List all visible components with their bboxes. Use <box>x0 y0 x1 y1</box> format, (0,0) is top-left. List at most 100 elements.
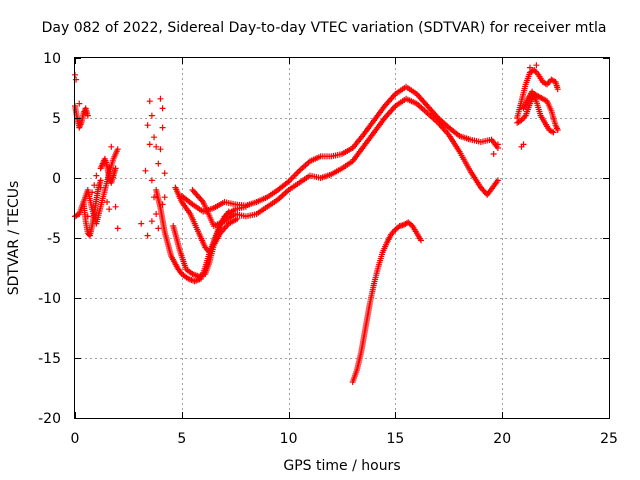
data-point-fill <box>493 179 500 185</box>
data-point-fill <box>88 224 95 231</box>
x-tick-label: 10 <box>280 431 298 447</box>
data-point-fill <box>101 189 108 196</box>
data-point-fill <box>315 154 322 161</box>
data-point-fill <box>522 83 529 90</box>
data-point <box>144 232 151 239</box>
data-point <box>97 184 104 191</box>
data-point-fill <box>542 80 549 87</box>
data-point <box>533 62 540 69</box>
data-point-fill <box>109 157 116 164</box>
data-point-fill <box>554 84 561 91</box>
axis-ticks <box>75 58 610 419</box>
plot-frame <box>74 57 610 419</box>
y-tick-label: 0 <box>52 171 61 187</box>
data-point <box>151 194 158 201</box>
data-point-fill <box>476 182 483 189</box>
data-point-fill <box>97 205 104 212</box>
data-point-fill <box>232 216 239 223</box>
data-point <box>159 105 166 112</box>
y-axis-label: SDTVAR / TECUs <box>6 181 22 296</box>
data-point-fill <box>337 166 344 173</box>
data-point-fill <box>387 233 394 240</box>
data-point <box>159 201 166 208</box>
data-point-fill <box>347 146 354 152</box>
data-point-fill <box>540 118 547 124</box>
data-point-fill <box>177 269 184 276</box>
data-point-fill <box>422 108 429 115</box>
data-point-fill <box>374 265 381 272</box>
data-point-fill <box>466 165 473 172</box>
data-point <box>84 213 91 220</box>
x-tick-label: 0 <box>71 431 80 447</box>
data-point-fill <box>284 179 291 186</box>
data-point <box>91 182 98 189</box>
data-point-fill <box>380 104 387 111</box>
data-point-fill <box>362 327 369 333</box>
data-point <box>112 203 119 210</box>
data-point <box>76 100 83 107</box>
data-point-fill <box>224 222 231 229</box>
data-point <box>159 124 166 131</box>
data-point-fill <box>294 181 301 187</box>
data-point-fill <box>201 242 208 249</box>
data-point-fill <box>183 274 190 281</box>
data-point-fill <box>359 145 366 152</box>
data-point-fill <box>90 213 97 219</box>
data-point-fill <box>99 162 106 169</box>
data-point <box>155 225 162 232</box>
data-point-fill <box>262 205 269 211</box>
data-point <box>157 95 164 102</box>
data-point-fill <box>486 137 493 144</box>
data-point <box>108 143 115 150</box>
data-point-fill <box>84 110 91 117</box>
data-point-fill <box>366 303 373 309</box>
y-tick-label: 10 <box>43 51 61 67</box>
data-point <box>490 151 497 157</box>
data-point-fill <box>262 195 269 201</box>
data-point-fill <box>357 351 364 357</box>
data-point-fill <box>411 89 418 96</box>
data-point-fill <box>230 207 237 214</box>
data-point-fill <box>370 282 377 289</box>
data-point-fill <box>105 173 112 179</box>
data-point-fill <box>251 199 258 206</box>
data-point <box>153 143 160 150</box>
data-point-fill <box>186 209 193 216</box>
data-point-fill <box>336 151 343 158</box>
data-point <box>157 146 164 153</box>
data-point <box>526 64 533 71</box>
tick-labels: 0 5 10 15 20 25 -20 -15 -10 -5 0 5 10 <box>38 51 618 447</box>
data-point-fill <box>416 235 423 242</box>
data-point-fill <box>521 114 528 121</box>
y-tick-label: -5 <box>47 231 61 247</box>
data-point-fill <box>444 130 451 137</box>
data-point-fill <box>347 159 354 166</box>
data-point-fill <box>224 210 231 217</box>
data-point-fill <box>273 197 280 204</box>
data-point-fill <box>391 104 398 111</box>
data-point-fill <box>369 119 376 125</box>
data-point-fill <box>305 159 312 166</box>
data-point-fill <box>209 205 216 212</box>
data-point <box>114 225 121 232</box>
data-point-fill <box>526 102 533 109</box>
x-tick-label: 20 <box>493 431 511 447</box>
data-point-fill <box>112 167 119 174</box>
data-point <box>106 206 113 213</box>
data-point-fill <box>209 241 216 248</box>
data-point-fill <box>390 228 397 235</box>
data-point <box>153 211 160 217</box>
data-point-fill <box>205 261 212 267</box>
data-point <box>161 194 168 201</box>
data-point <box>161 170 168 177</box>
y-tick-label: -20 <box>38 411 61 427</box>
data-point-fill <box>230 200 237 207</box>
data-point <box>146 141 153 148</box>
data-point-fill <box>273 188 280 195</box>
y-tick-label: -10 <box>38 291 61 307</box>
data-point-fill <box>294 169 301 176</box>
data-point <box>93 172 100 179</box>
data-point-fill <box>517 100 524 107</box>
data-point-fill <box>411 99 418 106</box>
